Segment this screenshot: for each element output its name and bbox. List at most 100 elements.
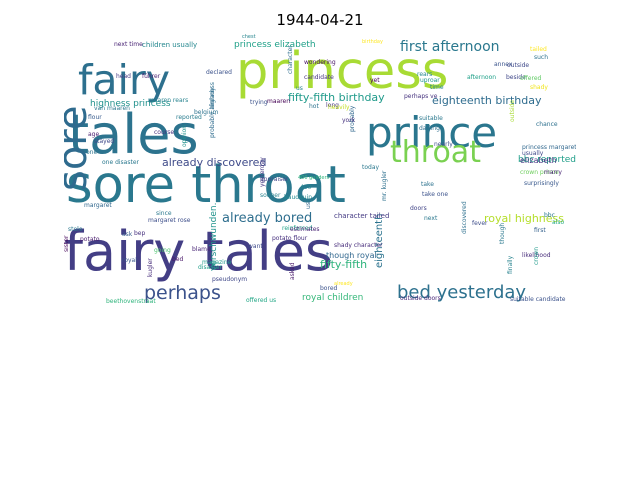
cloud-word: fever bbox=[472, 220, 488, 227]
cloud-word: doors bbox=[410, 205, 427, 212]
cloud-word: likelihood bbox=[522, 252, 551, 259]
cloud-word: nearly bbox=[434, 141, 453, 148]
cloud-word: age bbox=[88, 131, 99, 138]
cloud-word: one bbox=[86, 149, 97, 156]
cloud-word: suitable candidate bbox=[510, 296, 566, 303]
cloud-word: marry bbox=[544, 169, 562, 176]
cloud-word: since bbox=[156, 210, 172, 217]
cloud-word: annex bbox=[494, 61, 513, 68]
cloud-word: throat bbox=[390, 135, 481, 170]
cloud-word: appraiser bbox=[260, 176, 289, 183]
cloud-word: 400 guilders bbox=[298, 175, 330, 181]
word-cloud: fairy tales sore throat tales princess princ… bbox=[64, 34, 576, 304]
cloud-word: one disaster bbox=[102, 159, 140, 166]
cloud-word: bbc reported bbox=[518, 155, 576, 165]
cloud-word: sooner bbox=[260, 192, 281, 199]
cloud-word: offered bbox=[520, 75, 542, 82]
cloud-word: perhaps bbox=[144, 282, 221, 304]
cloud-word: chance bbox=[536, 121, 558, 128]
cloud-word: bored bbox=[320, 285, 338, 292]
cloud-word: shady bbox=[530, 84, 548, 91]
cloud-word: royal bbox=[122, 257, 137, 264]
cloud-word: perhaps ve bbox=[404, 93, 438, 100]
cloud-word: such bbox=[534, 54, 548, 61]
cloud-word: maaren bbox=[267, 98, 290, 105]
cloud-word: finally bbox=[507, 255, 514, 274]
cloud-word: next bbox=[424, 215, 438, 222]
cloud-word: rears bbox=[417, 71, 432, 78]
cloud-word: tailed bbox=[530, 46, 547, 53]
cloud-word: prince bbox=[366, 108, 497, 157]
cloud-word: potato flour bbox=[272, 235, 308, 242]
cloud-word: verschwunden. bbox=[209, 203, 219, 272]
cloud-word: surprisingly bbox=[524, 180, 559, 187]
cloud-word: suitable bbox=[419, 115, 443, 122]
cloud-word: margaret bbox=[84, 202, 112, 209]
cloud-word: mr. kugler bbox=[381, 170, 388, 201]
cloud-word: princess bbox=[236, 42, 448, 101]
figure-title: 1944-04-21 bbox=[276, 11, 364, 29]
cloud-word: chest bbox=[242, 34, 256, 40]
cloud-word: reported bbox=[176, 114, 202, 121]
cloud-word: pseudonym bbox=[212, 276, 247, 283]
cloud-word: outside bbox=[509, 100, 516, 122]
cloud-word: though bbox=[499, 223, 506, 244]
cloud-word: blame bbox=[192, 246, 211, 253]
cloud-word: estimates bbox=[290, 226, 320, 233]
cloud-word: already bored bbox=[222, 211, 312, 226]
cloud-word: long bbox=[326, 102, 339, 109]
cloud-word: us bbox=[296, 85, 303, 92]
cloud-word: führer bbox=[142, 73, 161, 80]
cloud-word: wondering bbox=[304, 59, 336, 66]
cloud-word: candidate bbox=[304, 74, 334, 81]
cloud-word: ask bbox=[122, 231, 133, 238]
cloud-word: stole bbox=[68, 226, 83, 233]
cloud-word: character tailed bbox=[334, 212, 389, 220]
cloud-word: today bbox=[362, 164, 380, 171]
cloud-word: van maaren bbox=[94, 105, 130, 112]
cloud-word: 400 bbox=[300, 184, 312, 191]
cloud-word: opinion bbox=[181, 125, 188, 147]
cloud-word: kugler bbox=[147, 258, 154, 277]
cloud-word: disaster bbox=[198, 264, 222, 271]
cloud-word: fairy tales bbox=[64, 220, 333, 283]
cloud-word: crown bbox=[533, 247, 540, 265]
cloud-word: uproar bbox=[420, 77, 440, 84]
cloud-word: character bbox=[287, 45, 294, 74]
cloud-word: declared bbox=[206, 69, 232, 76]
cloud-word: darling bbox=[419, 125, 440, 132]
cloud-word: princess elizabeth bbox=[234, 40, 316, 50]
cloud-word: shady character bbox=[334, 242, 383, 249]
cloud-word: trying bbox=[250, 99, 268, 106]
cloud-word: take one bbox=[422, 191, 448, 198]
cloud-word: elizabeth bbox=[520, 156, 557, 165]
cloud-word: reinforced bbox=[282, 225, 313, 232]
cloud-word: yesterday bbox=[259, 157, 266, 187]
cloud-word: tales bbox=[68, 103, 199, 166]
cloud-word: outside doors bbox=[400, 295, 441, 302]
cloud-word: first bbox=[534, 227, 546, 234]
cloud-word: fairy bbox=[78, 56, 170, 104]
cloud-word: already discovered bbox=[162, 156, 266, 169]
cloud-word: princess margaret bbox=[522, 144, 576, 151]
cloud-word: next time bbox=[114, 41, 143, 48]
cloud-word: beethovenstraat bbox=[106, 298, 156, 304]
cloud-word: discovered bbox=[461, 201, 468, 234]
cloud-word: head bbox=[116, 73, 131, 80]
cloud-word: already bbox=[334, 281, 353, 287]
cloud-word: baudouin bbox=[284, 194, 312, 201]
cloud-word: bbc bbox=[544, 212, 555, 219]
cloud-word: fifty-fifth bbox=[320, 258, 367, 271]
cloud-word: time bbox=[430, 84, 444, 91]
cloud-word: going bbox=[154, 247, 171, 254]
cloud-word: beside bbox=[506, 74, 526, 81]
cloud-word: royal highness bbox=[484, 212, 564, 225]
cloud-word: eighteenth bbox=[374, 214, 385, 268]
cloud-word: bed bbox=[172, 256, 184, 263]
cloud-word: sister bbox=[64, 235, 70, 252]
cloud-word: sore throat bbox=[66, 156, 346, 215]
cloud-word: fifty-fifth birthday bbox=[288, 91, 385, 104]
cloud-word: birthday bbox=[362, 39, 383, 45]
cloud-word: yet bbox=[370, 77, 380, 84]
